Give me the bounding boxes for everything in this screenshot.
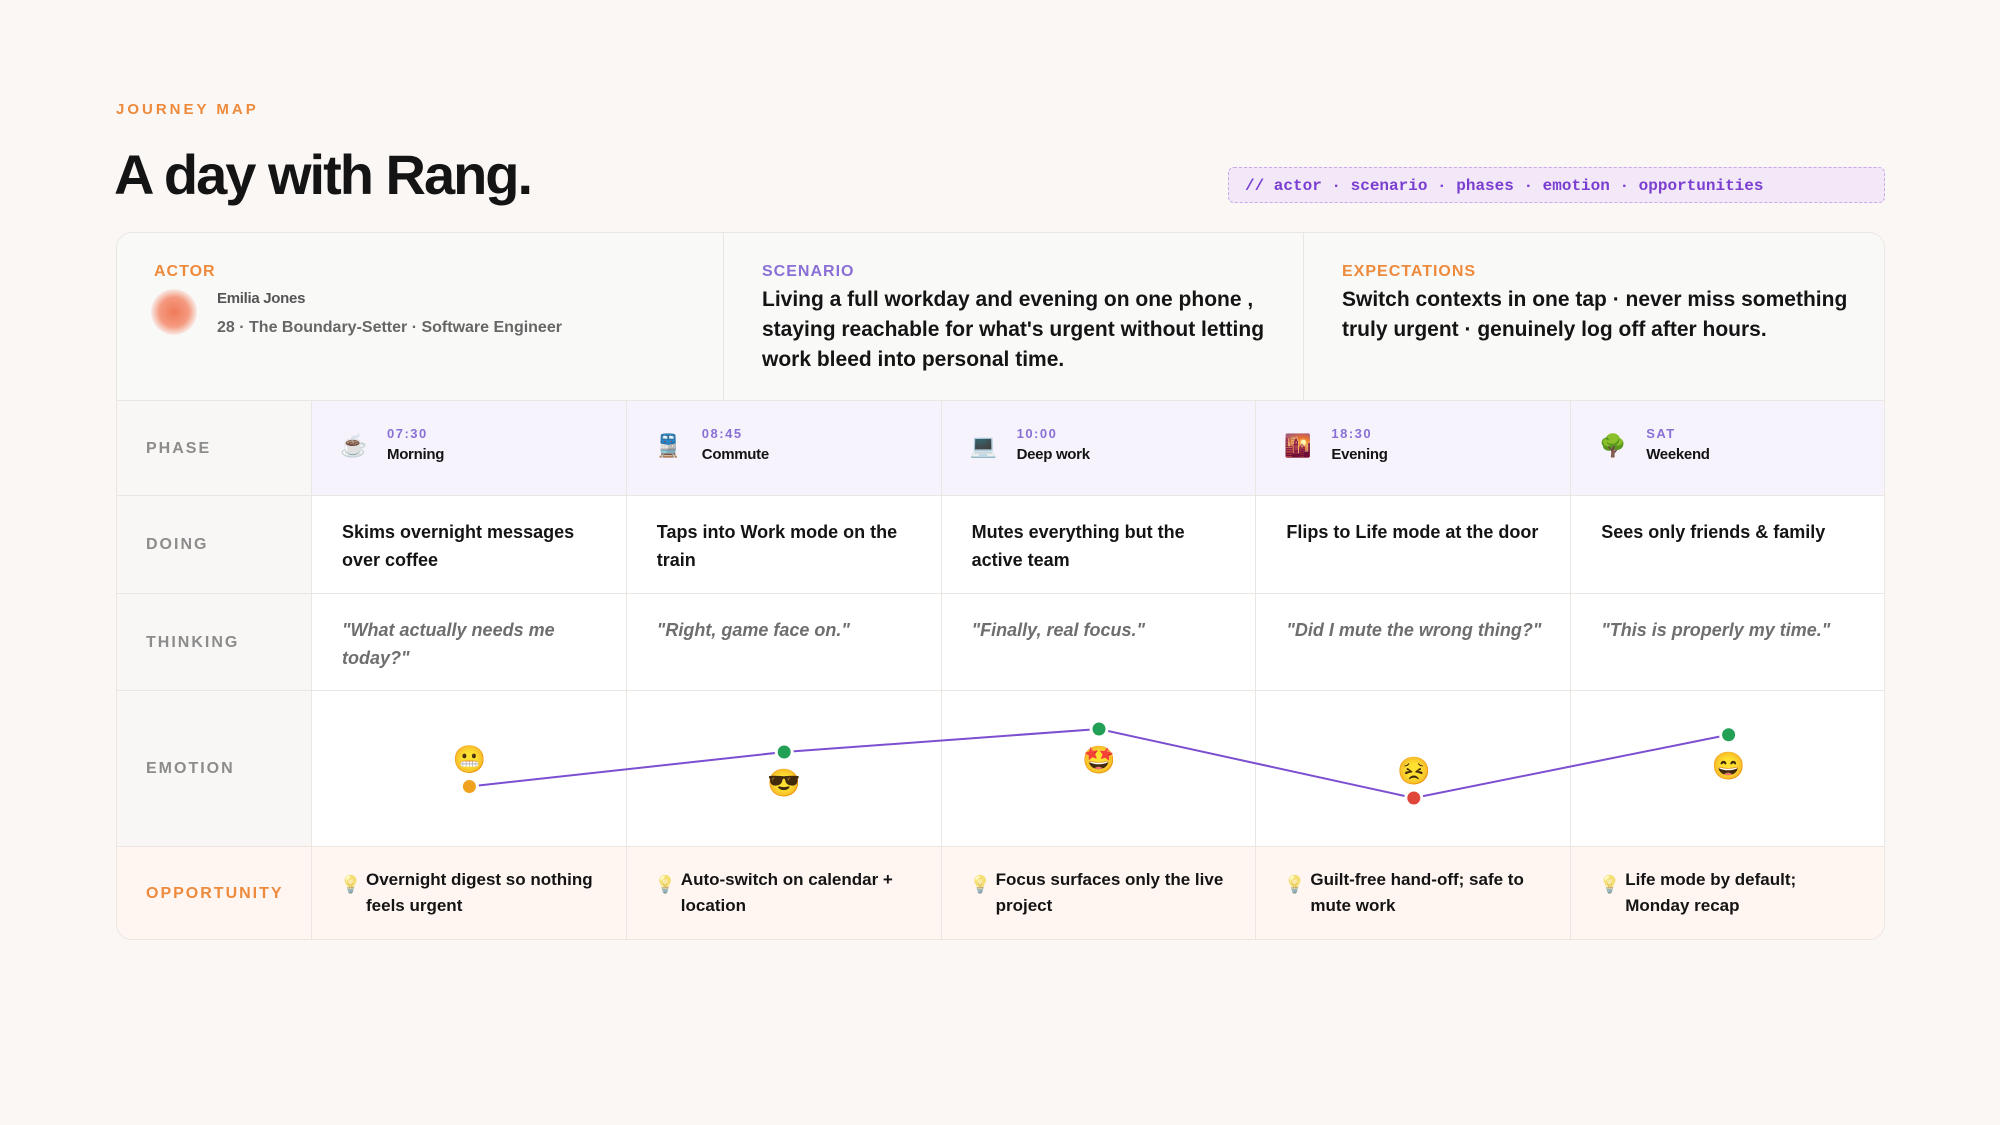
phase-name: Deep work <box>1016 446 1090 463</box>
doing-cell <box>312 496 627 594</box>
phase-cell <box>626 401 942 496</box>
eyebrow: JOURNEY MAP <box>116 101 259 118</box>
opportunity-cell <box>1571 847 1884 939</box>
phase-icon: ☕ <box>340 433 368 458</box>
emotion-emoji: 😄 <box>1712 751 1746 781</box>
opportunity-cell <box>1256 847 1572 939</box>
opportunity-cell <box>312 847 627 939</box>
phase-time: 18:30 <box>1331 426 1373 441</box>
phase-name: Morning <box>387 446 445 463</box>
emotion-emoji: 😣 <box>1397 756 1431 786</box>
doing-text: Skims overnight messages over coffee <box>342 522 575 570</box>
thinking-cell <box>626 594 942 691</box>
opportunity-icon: 💡 <box>969 875 991 894</box>
opportunity-icon: 💡 <box>1599 875 1621 894</box>
opportunity-icon: 💡 <box>654 875 676 894</box>
scenario-text: Living a full workday and evening on one… <box>762 288 1265 371</box>
phase-cell <box>941 401 1257 496</box>
thinking-cell <box>1571 594 1884 691</box>
phase-icon: 🚆 <box>654 433 683 458</box>
thinking-text: "Did I mute the wrong thing?" <box>1286 620 1542 640</box>
doing-cell <box>941 496 1257 594</box>
thinking-text: "This is properly my time." <box>1601 620 1831 640</box>
title: A day with Rang. <box>114 143 533 206</box>
journey-card: ACTOR Emilia Jones 28 · The Boundary-Set… <box>116 232 1885 940</box>
scenario-section: SCENARIO Living a full workday and eveni… <box>724 233 1304 401</box>
doing-cell <box>1256 496 1572 594</box>
emotion-cell <box>1571 691 1884 847</box>
row-label: DOING <box>146 536 209 553</box>
opportunity-text: Life mode by default; Monday recap <box>1625 870 1797 915</box>
emotion-cell <box>626 691 942 847</box>
emotion-cell <box>312 691 627 847</box>
emotion-dot <box>1089 719 1109 739</box>
opportunity-cell <box>941 847 1257 939</box>
thinking-cell <box>312 594 627 691</box>
opportunity-cell <box>626 847 942 939</box>
actor-section: ACTOR Emilia Jones 28 · The Boundary-Set… <box>117 233 724 401</box>
opportunity-text: Auto-switch on calendar + location <box>680 870 893 915</box>
expectations-section: EXPECTATIONS Switch contexts in one tap … <box>1304 233 1884 401</box>
phase-icon: 💻 <box>969 433 997 458</box>
row-label: THINKING <box>146 633 240 651</box>
row-label: OPPORTUNITY <box>146 885 284 902</box>
doing-text: Taps into Work mode on the train <box>656 522 898 570</box>
expectations-label: EXPECTATIONS <box>1342 263 1477 280</box>
avatar <box>151 289 197 335</box>
expectations-text: Switch contexts in one tap · never miss … <box>1342 288 1848 341</box>
doing-text: Flips to Life mode at the door <box>1286 522 1539 542</box>
phase-icon: 🌳 <box>1599 433 1627 458</box>
phase-icon: 🌇 <box>1284 433 1312 458</box>
emotion-emoji: 😬 <box>453 745 487 775</box>
doing-cell <box>626 496 942 594</box>
emotion-dot <box>459 777 479 796</box>
phase-name: Evening <box>1331 446 1388 463</box>
opportunity-icon: 💡 <box>1284 875 1306 894</box>
thinking-cell <box>941 594 1257 691</box>
emotion-dot <box>1404 788 1424 808</box>
phase-cell <box>312 401 627 496</box>
thinking-cell <box>1256 594 1572 691</box>
row-label: PHASE <box>146 439 212 457</box>
emotion-emoji: 😎 <box>767 768 801 798</box>
actor-description: 28 · The Boundary-Setter · Software Engi… <box>217 319 562 336</box>
row-label: EMOTION <box>146 760 235 777</box>
thinking-text: "Right, game face on." <box>656 620 850 640</box>
doing-cell <box>1571 496 1884 594</box>
opportunity-text: Guilt-free hand-off; safe to mute work <box>1310 870 1524 915</box>
doing-text: Sees only friends & family <box>1601 522 1826 542</box>
tag: // actor · scenario · phases · emotion ·… <box>1228 167 1885 203</box>
row-label-cell <box>117 496 312 594</box>
scenario-label: SCENARIO <box>762 263 855 280</box>
row-label-cell <box>117 691 312 847</box>
thinking-text: "What actually needs me today?" <box>342 620 555 668</box>
phase-time: SAT <box>1646 426 1676 441</box>
actor-label: ACTOR <box>154 263 216 280</box>
emotion-dot <box>1719 725 1739 745</box>
thinking-text: "Finally, real focus." <box>971 620 1146 640</box>
emotion-curve: 😬 😎 🤩 😣 😄 <box>453 719 1746 808</box>
emotion-emoji: 🤩 <box>1082 745 1116 775</box>
phase-name: Commute <box>701 446 769 463</box>
phase-name: Weekend <box>1646 446 1710 463</box>
phase-time: 07:30 <box>387 426 428 441</box>
opportunity-text: Overnight digest so nothing feels urgent <box>366 870 593 915</box>
opportunity-text: Focus surfaces only the live project <box>995 870 1224 915</box>
actor-name: Emilia Jones <box>217 290 306 307</box>
emotion-dot <box>774 742 794 762</box>
row-label-cell <box>117 594 312 691</box>
phase-cell <box>1571 401 1884 496</box>
phase-cell <box>1256 401 1572 496</box>
row-label-cell <box>117 847 312 939</box>
row-label-cell <box>117 401 312 496</box>
phase-time: 10:00 <box>1016 426 1058 441</box>
phase-time: 08:45 <box>701 426 743 441</box>
doing-text: Mutes everything but the active team <box>971 522 1185 570</box>
opportunity-icon: 💡 <box>340 875 362 894</box>
emotion-cell <box>941 691 1257 847</box>
emotion-cell <box>1256 691 1572 847</box>
